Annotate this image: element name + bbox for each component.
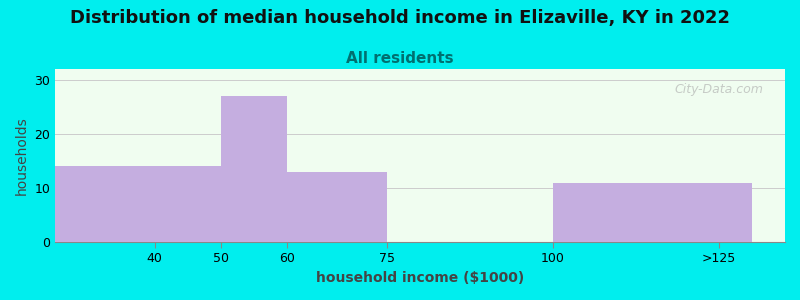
Bar xyxy=(553,182,752,242)
Text: Distribution of median household income in Elizaville, KY in 2022: Distribution of median household income … xyxy=(70,9,730,27)
Text: All residents: All residents xyxy=(346,51,454,66)
Y-axis label: households: households xyxy=(15,116,29,195)
Bar xyxy=(221,96,287,242)
Bar xyxy=(55,166,221,242)
Bar xyxy=(287,172,387,242)
Text: City-Data.com: City-Data.com xyxy=(674,83,763,96)
X-axis label: household income ($1000): household income ($1000) xyxy=(316,271,524,285)
